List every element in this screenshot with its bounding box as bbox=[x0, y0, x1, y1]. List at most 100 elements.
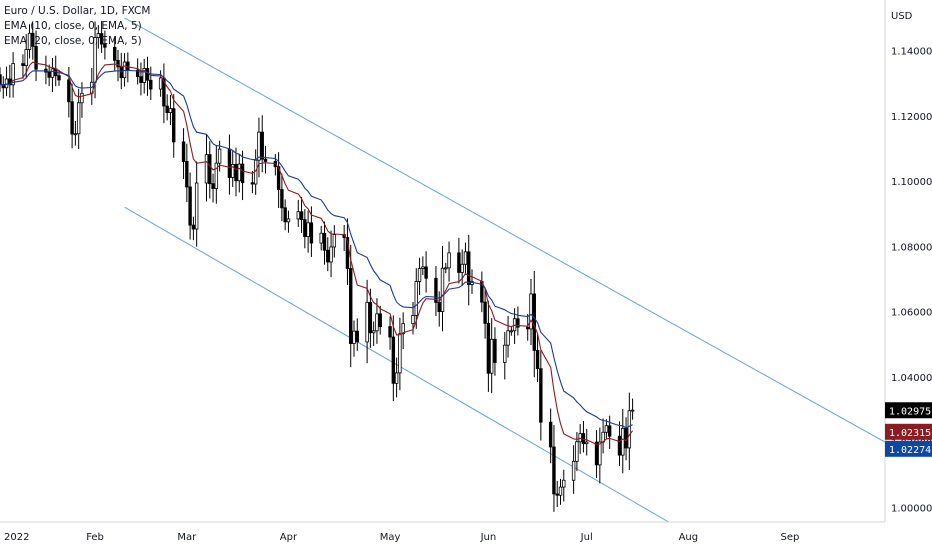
axis-currency-label: USD bbox=[891, 11, 913, 22]
price-tags: 1.02975 1.02315 1.02274 bbox=[885, 402, 932, 457]
price-tick-label: 1.10000 bbox=[891, 177, 932, 188]
candle bbox=[116, 49, 120, 82]
ema-slow-tag: 1.02274 bbox=[885, 440, 932, 457]
candle bbox=[21, 54, 25, 79]
candle bbox=[585, 428, 589, 456]
candle bbox=[529, 279, 533, 346]
candle bbox=[457, 237, 461, 284]
candle bbox=[76, 88, 81, 150]
svg-text:1.02315: 1.02315 bbox=[889, 428, 931, 439]
candle bbox=[627, 392, 632, 470]
candle bbox=[617, 421, 622, 467]
candle bbox=[263, 145, 268, 174]
candle bbox=[421, 256, 425, 276]
candle bbox=[349, 244, 353, 368]
candle bbox=[96, 25, 101, 49]
candle bbox=[194, 161, 199, 247]
candle bbox=[165, 94, 169, 121]
svg-text:1.02274: 1.02274 bbox=[889, 445, 931, 456]
candle bbox=[424, 251, 428, 293]
candle bbox=[204, 134, 209, 202]
candle bbox=[250, 170, 255, 194]
candle bbox=[368, 288, 373, 348]
candle bbox=[283, 199, 287, 231]
candle bbox=[378, 305, 382, 335]
price-tick-label: 1.04000 bbox=[891, 373, 932, 384]
svg-text:1.02975: 1.02975 bbox=[889, 406, 931, 417]
candle bbox=[299, 197, 304, 233]
candle bbox=[483, 289, 487, 339]
candle bbox=[31, 22, 35, 60]
candle bbox=[552, 425, 556, 512]
candle bbox=[414, 268, 418, 329]
candle bbox=[322, 221, 327, 265]
candle bbox=[280, 173, 284, 222]
candle bbox=[594, 430, 599, 479]
candle bbox=[103, 30, 107, 60]
candle bbox=[571, 445, 576, 494]
ema-fast-line bbox=[0, 61, 634, 445]
candle bbox=[604, 419, 609, 439]
candle bbox=[296, 199, 300, 227]
candle bbox=[191, 216, 196, 241]
candle bbox=[578, 424, 582, 454]
candle bbox=[0, 67, 2, 92]
candle bbox=[54, 55, 58, 87]
candle bbox=[480, 271, 484, 313]
candle bbox=[352, 320, 356, 357]
time-tick-label: Aug bbox=[679, 532, 699, 543]
candle bbox=[142, 58, 146, 94]
candle bbox=[371, 321, 376, 346]
legend-ema-fast[interactable]: EMA (10, close, 0, EMA, 5) bbox=[4, 20, 142, 32]
candle bbox=[548, 408, 553, 464]
candle bbox=[447, 241, 451, 282]
time-tick-label: Feb bbox=[86, 532, 104, 543]
candle bbox=[50, 57, 55, 93]
candle bbox=[391, 315, 396, 402]
candle bbox=[237, 153, 241, 193]
candle bbox=[139, 62, 143, 96]
candle bbox=[581, 420, 586, 453]
candle bbox=[326, 237, 330, 272]
candle bbox=[535, 334, 540, 383]
candle bbox=[1, 76, 5, 99]
candle bbox=[470, 269, 474, 295]
time-tick-label: Jul bbox=[580, 532, 593, 543]
time-axis: 2022 Feb Mar Apr May Jun Jul Aug Sep bbox=[4, 532, 799, 543]
candle bbox=[355, 318, 359, 351]
price-tick-label: 1.00000 bbox=[891, 503, 932, 514]
candles bbox=[0, 20, 635, 512]
candle bbox=[467, 234, 471, 306]
candle bbox=[122, 53, 127, 87]
candle bbox=[208, 141, 212, 199]
ema-fast-tag: 1.02315 bbox=[885, 423, 932, 440]
candle bbox=[365, 279, 369, 364]
price-tick-label: 1.14000 bbox=[891, 47, 932, 58]
candle bbox=[332, 225, 337, 258]
candle bbox=[394, 357, 399, 398]
candle bbox=[27, 24, 32, 59]
channel-upper-line[interactable] bbox=[124, 17, 886, 443]
candle bbox=[172, 94, 176, 158]
price-tick-label: 1.06000 bbox=[891, 308, 932, 319]
candle bbox=[99, 20, 104, 53]
ema-lines bbox=[0, 61, 634, 445]
candle bbox=[70, 83, 74, 149]
candle bbox=[526, 314, 530, 341]
candle bbox=[319, 225, 323, 251]
candle bbox=[211, 173, 215, 203]
candle bbox=[113, 37, 117, 72]
candle bbox=[598, 427, 602, 484]
candle bbox=[489, 318, 494, 394]
candle bbox=[516, 306, 520, 336]
candle bbox=[607, 415, 612, 449]
candle bbox=[181, 128, 186, 180]
legend-symbol[interactable]: Euro / U.S. Dollar, 1D, FXCM bbox=[4, 5, 151, 17]
chart-legend: Euro / U.S. Dollar, 1D, FXCM EMA (10, cl… bbox=[4, 4, 150, 49]
legend-ema-slow[interactable]: EMA (20, close, 0, EMA, 5) bbox=[4, 35, 142, 47]
candle bbox=[188, 172, 192, 240]
candle bbox=[463, 242, 468, 275]
candle bbox=[440, 245, 445, 332]
candle bbox=[437, 291, 441, 327]
